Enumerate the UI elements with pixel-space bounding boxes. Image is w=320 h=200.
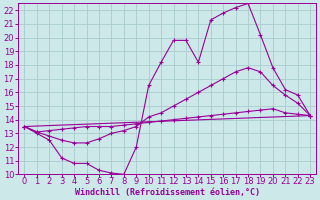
X-axis label: Windchill (Refroidissement éolien,°C): Windchill (Refroidissement éolien,°C) xyxy=(75,188,260,197)
